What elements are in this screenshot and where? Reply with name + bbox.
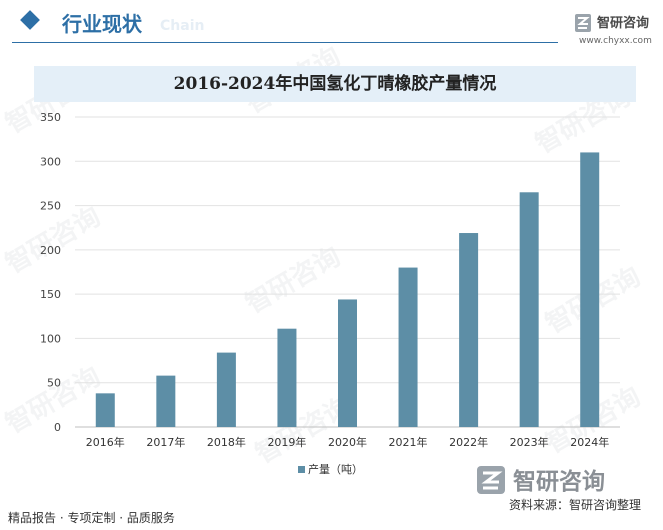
x-tick-label: 2017年 xyxy=(146,435,185,449)
bar xyxy=(519,192,539,427)
footer-logo-icon xyxy=(477,466,505,494)
bar xyxy=(277,328,297,427)
bar xyxy=(398,267,418,427)
section-title: 行业现状 xyxy=(62,12,142,36)
x-tick-label: 2021年 xyxy=(389,435,428,449)
y-tick-label: 150 xyxy=(40,288,61,301)
bar xyxy=(216,352,236,427)
logo-url: www.chyxx.com xyxy=(579,36,652,46)
x-tick-label: 2024年 xyxy=(570,435,609,449)
y-tick-label: 200 xyxy=(40,244,61,257)
bar xyxy=(338,299,357,427)
chart-title: 2016-2024年中国氢化丁晴橡胶产量情况 xyxy=(173,74,497,94)
x-tick-label: 2023年 xyxy=(510,435,549,449)
logo-name: 智研咨询 xyxy=(597,16,650,31)
y-tick-label: 250 xyxy=(40,200,61,213)
y-tick-label: 100 xyxy=(40,332,61,345)
y-tick-label: 300 xyxy=(40,155,61,168)
bar xyxy=(95,393,115,427)
legend-label: 产量（吨） xyxy=(308,462,363,476)
y-tick-label: 350 xyxy=(40,111,61,124)
section-watermark: Chain xyxy=(160,18,205,34)
y-tick-label: 50 xyxy=(47,377,61,390)
bar xyxy=(156,375,176,427)
y-tick-label: 0 xyxy=(54,421,61,434)
footer-brand: 智研咨询 资料来源：智研咨询整理 xyxy=(477,464,657,514)
chart-title-band: 2016-2024年中国氢化丁晴橡胶产量情况 xyxy=(34,66,636,102)
source-note: 资料来源：智研咨询整理 xyxy=(509,498,642,512)
x-tick-label: 2022年 xyxy=(449,435,488,449)
footer-slogan: 精品报告 · 专项定制 · 品质服务 xyxy=(8,511,175,525)
legend-swatch xyxy=(298,466,305,473)
x-tick-label: 2016年 xyxy=(86,435,125,449)
section-header: 行业现状 Chain 智研咨询 www.chyxx.com xyxy=(0,0,663,50)
x-tick-label: 2019年 xyxy=(267,435,306,449)
bar xyxy=(459,233,479,427)
footer-logo-name: 智研咨询 xyxy=(513,469,605,495)
x-tick-label: 2018年 xyxy=(207,435,246,449)
header-divider xyxy=(12,42,558,43)
brand-logo: 智研咨询 www.chyxx.com xyxy=(575,12,655,52)
logo-mark-icon xyxy=(575,14,591,32)
x-tick-label: 2020年 xyxy=(328,435,367,449)
bar xyxy=(580,152,600,427)
